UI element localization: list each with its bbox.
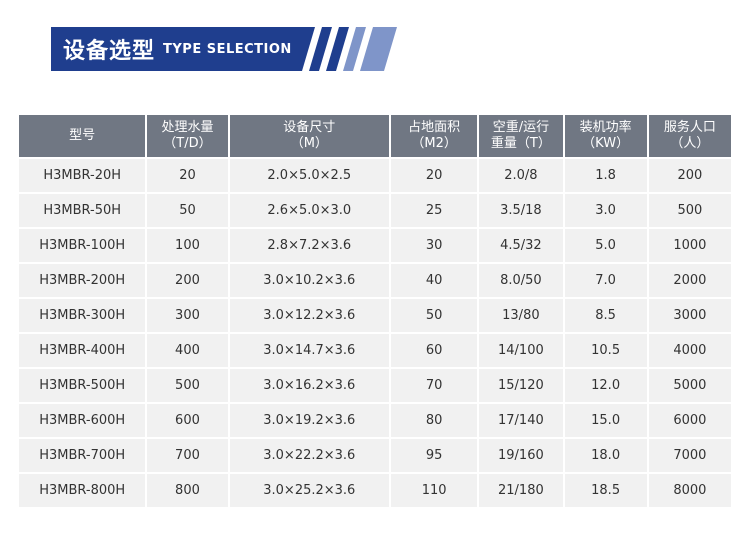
- stripe-4: [343, 27, 366, 71]
- cell-area: 20: [391, 159, 478, 192]
- cell-capacity: 100: [147, 229, 228, 262]
- table-body: H3MBR-20H 20 2.0×5.0×2.5 20 2.0/8 1.8 200 H3MBR…: [19, 159, 731, 507]
- header-dimensions: 设备尺寸 （M）: [229, 115, 390, 157]
- type-selection-table: 型号 处理水量 （T/D） 设备尺寸 （M） 占地面积 （M2） 空重/运行 重量（T）…: [17, 113, 733, 509]
- table-row: H3MBR-400H 400 3.0×14.7×3.6 60 14/100 10.5 400…: [19, 334, 731, 367]
- cell-weight: 2.0/8: [479, 159, 563, 192]
- cell-area: 30: [391, 229, 478, 262]
- cell-capacity: 200: [147, 264, 228, 297]
- cell-population: 7000: [648, 439, 731, 472]
- cell-area: 25: [391, 194, 478, 227]
- stripe-2: [309, 27, 332, 71]
- header-population: 服务人口 （人）: [648, 115, 731, 157]
- stripe-5: [360, 27, 397, 71]
- cell-capacity: 400: [147, 334, 228, 367]
- cell-dimensions: 3.0×12.2×3.6: [229, 299, 390, 332]
- cell-dimensions: 2.6×5.0×3.0: [229, 194, 390, 227]
- cell-weight: 14/100: [479, 334, 563, 367]
- cell-weight: 3.5/18: [479, 194, 563, 227]
- cell-area: 110: [391, 474, 478, 507]
- cell-weight: 17/140: [479, 404, 563, 437]
- table-row: H3MBR-800H 800 3.0×25.2×3.6 110 21/180 18.5 80…: [19, 474, 731, 507]
- cell-capacity: 300: [147, 299, 228, 332]
- table-row: H3MBR-100H 100 2.8×7.2×3.6 30 4.5/32 5.0 1000: [19, 229, 731, 262]
- cell-model: H3MBR-300H: [19, 299, 146, 332]
- cell-model: H3MBR-400H: [19, 334, 146, 367]
- cell-population: 500: [648, 194, 731, 227]
- cell-power: 8.5: [564, 299, 647, 332]
- section-title-en: TYPE SELECTION: [163, 41, 292, 57]
- table-row: H3MBR-50H 50 2.6×5.0×3.0 25 3.5/18 3.0 500: [19, 194, 731, 227]
- cell-weight: 4.5/32: [479, 229, 563, 262]
- section-title-banner: 设备选型 TYPE SELECTION: [51, 27, 298, 71]
- stripe-3: [326, 27, 349, 71]
- cell-population: 3000: [648, 299, 731, 332]
- cell-capacity: 600: [147, 404, 228, 437]
- cell-power: 15.0: [564, 404, 647, 437]
- cell-population: 4000: [648, 334, 731, 367]
- cell-area: 80: [391, 404, 478, 437]
- table-row: H3MBR-20H 20 2.0×5.0×2.5 20 2.0/8 1.8 200: [19, 159, 731, 192]
- cell-power: 18.5: [564, 474, 647, 507]
- cell-model: H3MBR-50H: [19, 194, 146, 227]
- cell-power: 1.8: [564, 159, 647, 192]
- cell-capacity: 500: [147, 369, 228, 402]
- cell-dimensions: 3.0×22.2×3.6: [229, 439, 390, 472]
- cell-dimensions: 3.0×25.2×3.6: [229, 474, 390, 507]
- cell-area: 60: [391, 334, 478, 367]
- table-row: H3MBR-700H 700 3.0×22.2×3.6 95 19/160 18.0 700…: [19, 439, 731, 472]
- cell-dimensions: 2.8×7.2×3.6: [229, 229, 390, 262]
- cell-area: 95: [391, 439, 478, 472]
- header-area: 占地面积 （M2）: [391, 115, 478, 157]
- cell-power: 7.0: [564, 264, 647, 297]
- header-capacity: 处理水量 （T/D）: [147, 115, 228, 157]
- cell-power: 18.0: [564, 439, 647, 472]
- cell-model: H3MBR-700H: [19, 439, 146, 472]
- cell-population: 2000: [648, 264, 731, 297]
- stripe-1: [298, 27, 315, 71]
- cell-power: 10.5: [564, 334, 647, 367]
- cell-dimensions: 2.0×5.0×2.5: [229, 159, 390, 192]
- cell-weight: 13/80: [479, 299, 563, 332]
- table-row: H3MBR-200H 200 3.0×10.2×3.6 40 8.0/50 7.0 2000: [19, 264, 731, 297]
- cell-population: 6000: [648, 404, 731, 437]
- cell-model: H3MBR-800H: [19, 474, 146, 507]
- cell-dimensions: 3.0×14.7×3.6: [229, 334, 390, 367]
- cell-population: 8000: [648, 474, 731, 507]
- cell-model: H3MBR-200H: [19, 264, 146, 297]
- cell-weight: 15/120: [479, 369, 563, 402]
- cell-power: 5.0: [564, 229, 647, 262]
- cell-weight: 19/160: [479, 439, 563, 472]
- decorative-stripes: [298, 27, 397, 71]
- cell-population: 5000: [648, 369, 731, 402]
- header-power: 装机功率 （KW）: [564, 115, 647, 157]
- table-row: H3MBR-500H 500 3.0×16.2×3.6 70 15/120 12.0 500…: [19, 369, 731, 402]
- cell-dimensions: 3.0×16.2×3.6: [229, 369, 390, 402]
- cell-power: 3.0: [564, 194, 647, 227]
- cell-dimensions: 3.0×19.2×3.6: [229, 404, 390, 437]
- cell-dimensions: 3.0×10.2×3.6: [229, 264, 390, 297]
- cell-area: 50: [391, 299, 478, 332]
- cell-area: 40: [391, 264, 478, 297]
- table-row: H3MBR-600H 600 3.0×19.2×3.6 80 17/140 15.0 600…: [19, 404, 731, 437]
- cell-model: H3MBR-600H: [19, 404, 146, 437]
- cell-weight: 8.0/50: [479, 264, 563, 297]
- cell-population: 1000: [648, 229, 731, 262]
- cell-capacity: 700: [147, 439, 228, 472]
- cell-model: H3MBR-20H: [19, 159, 146, 192]
- cell-area: 70: [391, 369, 478, 402]
- table-header-row: 型号 处理水量 （T/D） 设备尺寸 （M） 占地面积 （M2） 空重/运行 重量（T）…: [19, 115, 731, 157]
- header-model: 型号: [19, 115, 146, 157]
- header-weight: 空重/运行 重量（T）: [479, 115, 563, 157]
- cell-power: 12.0: [564, 369, 647, 402]
- cell-model: H3MBR-100H: [19, 229, 146, 262]
- cell-model: H3MBR-500H: [19, 369, 146, 402]
- cell-capacity: 50: [147, 194, 228, 227]
- cell-capacity: 20: [147, 159, 228, 192]
- cell-capacity: 800: [147, 474, 228, 507]
- section-title-cn: 设备选型: [63, 39, 156, 64]
- cell-weight: 21/180: [479, 474, 563, 507]
- table-row: H3MBR-300H 300 3.0×12.2×3.6 50 13/80 8.5 3000: [19, 299, 731, 332]
- cell-population: 200: [648, 159, 731, 192]
